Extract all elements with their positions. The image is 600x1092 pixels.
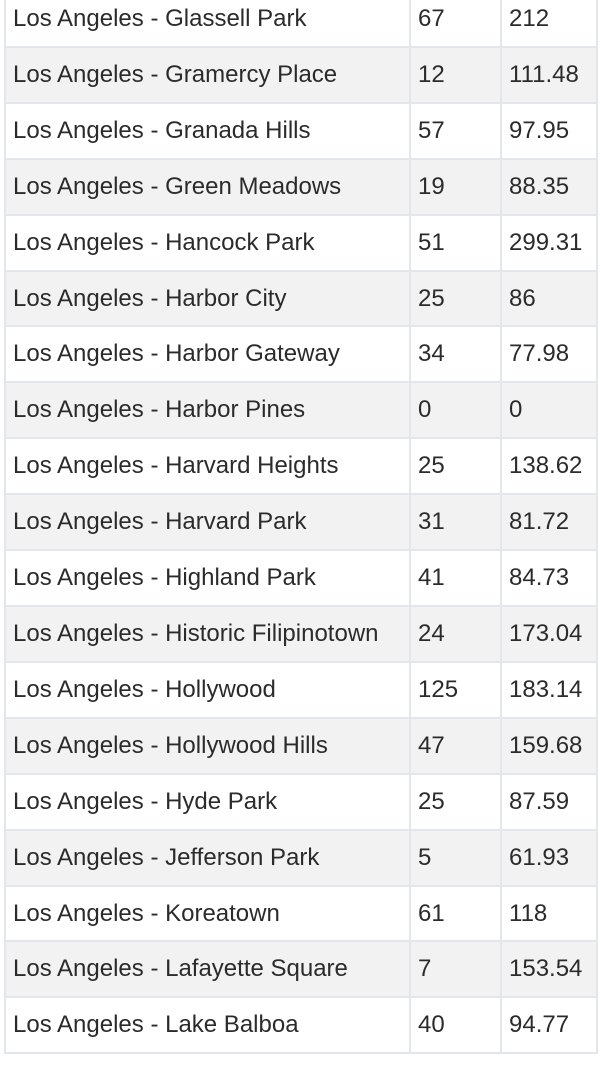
value-cell: 153.54 xyxy=(500,940,598,999)
count-cell: 24 xyxy=(409,604,502,663)
neighborhood-table: Los Angeles - Glassell Park 67 212 Los A… xyxy=(4,0,598,1055)
table-row: Los Angeles - Hancock Park 51 299.31 xyxy=(4,213,598,272)
value-cell: 111.48 xyxy=(500,45,598,104)
count-cell: 125 xyxy=(409,660,502,719)
count-cell: 51 xyxy=(409,213,502,272)
neighborhood-cell: Los Angeles - Jefferson Park xyxy=(4,828,411,887)
count-cell: 34 xyxy=(409,325,502,384)
table-row: Los Angeles - Hollywood Hills 47 159.68 xyxy=(4,716,598,775)
count-cell: 25 xyxy=(409,437,502,496)
table-row: Los Angeles - Highland Park 41 84.73 xyxy=(4,549,598,607)
neighborhood-cell: Los Angeles - Hollywood Hills xyxy=(4,716,411,775)
neighborhood-cell: Los Angeles - Harvard Park xyxy=(4,493,411,552)
count-cell: 41 xyxy=(409,549,502,607)
table-row: Los Angeles - Harvard Park 31 81.72 xyxy=(4,493,598,552)
table-row: Los Angeles - Historic Filipinotown 24 1… xyxy=(4,604,598,663)
count-cell: 47 xyxy=(409,716,502,775)
value-cell: 61.93 xyxy=(500,828,598,887)
value-cell: 138.62 xyxy=(500,437,598,496)
neighborhood-cell: Los Angeles - Lafayette Square xyxy=(4,940,411,999)
neighborhood-cell: Los Angeles - Koreatown xyxy=(4,884,411,943)
table-row: Los Angeles - Gramercy Place 12 111.48 xyxy=(4,45,598,104)
neighborhood-cell: Los Angeles - Hancock Park xyxy=(4,213,411,272)
table-body: Los Angeles - Glassell Park 67 212 Los A… xyxy=(4,0,598,1055)
value-cell: 159.68 xyxy=(500,716,598,775)
neighborhood-cell: Los Angeles - Highland Park xyxy=(4,549,411,607)
value-cell: 0 xyxy=(500,381,598,440)
table-row: Los Angeles - Harbor Gateway 34 77.98 xyxy=(4,325,598,384)
neighborhood-cell: Los Angeles - Hollywood xyxy=(4,660,411,719)
count-cell: 40 xyxy=(409,996,502,1055)
value-cell: 81.72 xyxy=(500,493,598,552)
value-cell: 183.14 xyxy=(500,660,598,719)
neighborhood-cell: Los Angeles - Hyde Park xyxy=(4,772,411,831)
count-cell: 7 xyxy=(409,940,502,999)
count-cell: 19 xyxy=(409,157,502,216)
value-cell: 299.31 xyxy=(500,213,598,272)
value-cell: 94.77 xyxy=(500,996,598,1055)
value-cell: 88.35 xyxy=(500,157,598,216)
table-row: Los Angeles - Harbor City 25 86 xyxy=(4,269,598,328)
neighborhood-cell: Los Angeles - Granada Hills xyxy=(4,101,411,160)
count-cell: 0 xyxy=(409,381,502,440)
neighborhood-cell: Los Angeles - Lake Balboa xyxy=(4,996,411,1055)
value-cell: 87.59 xyxy=(500,772,598,831)
table-row: Los Angeles - Green Meadows 19 88.35 xyxy=(4,157,598,216)
neighborhood-cell: Los Angeles - Harbor Pines xyxy=(4,381,411,440)
value-cell: 97.95 xyxy=(500,101,598,160)
table-row: Los Angeles - Lake Balboa 40 94.77 xyxy=(4,996,598,1055)
table-row: Los Angeles - Granada Hills 57 97.95 xyxy=(4,101,598,160)
count-cell: 67 xyxy=(409,0,502,48)
table-row: Los Angeles - Jefferson Park 5 61.93 xyxy=(4,828,598,887)
neighborhood-cell: Los Angeles - Harbor City xyxy=(4,269,411,328)
value-cell: 118 xyxy=(500,884,598,943)
neighborhood-cell: Los Angeles - Gramercy Place xyxy=(4,45,411,104)
count-cell: 61 xyxy=(409,884,502,943)
table-row: Los Angeles - Glassell Park 67 212 xyxy=(4,0,598,48)
table-row: Los Angeles - Hyde Park 25 87.59 xyxy=(4,772,598,831)
neighborhood-cell: Los Angeles - Harvard Heights xyxy=(4,437,411,496)
table-row: Los Angeles - Hollywood 125 183.14 xyxy=(4,660,598,719)
value-cell: 84.73 xyxy=(500,549,598,607)
count-cell: 25 xyxy=(409,772,502,831)
count-cell: 25 xyxy=(409,269,502,328)
table-row: Los Angeles - Harvard Heights 25 138.62 xyxy=(4,437,598,496)
table-row: Los Angeles - Harbor Pines 0 0 xyxy=(4,381,598,440)
count-cell: 5 xyxy=(409,828,502,887)
value-cell: 77.98 xyxy=(500,325,598,384)
count-cell: 31 xyxy=(409,493,502,552)
table-row: Los Angeles - Lafayette Square 7 153.54 xyxy=(4,940,598,999)
neighborhood-cell: Los Angeles - Historic Filipinotown xyxy=(4,604,411,663)
table-row: Los Angeles - Koreatown 61 118 xyxy=(4,884,598,943)
value-cell: 212 xyxy=(500,0,598,48)
count-cell: 12 xyxy=(409,45,502,104)
neighborhood-cell: Los Angeles - Harbor Gateway xyxy=(4,325,411,384)
neighborhood-cell: Los Angeles - Glassell Park xyxy=(4,0,411,48)
count-cell: 57 xyxy=(409,101,502,160)
value-cell: 173.04 xyxy=(500,604,598,663)
value-cell: 86 xyxy=(500,269,598,328)
neighborhood-cell: Los Angeles - Green Meadows xyxy=(4,157,411,216)
